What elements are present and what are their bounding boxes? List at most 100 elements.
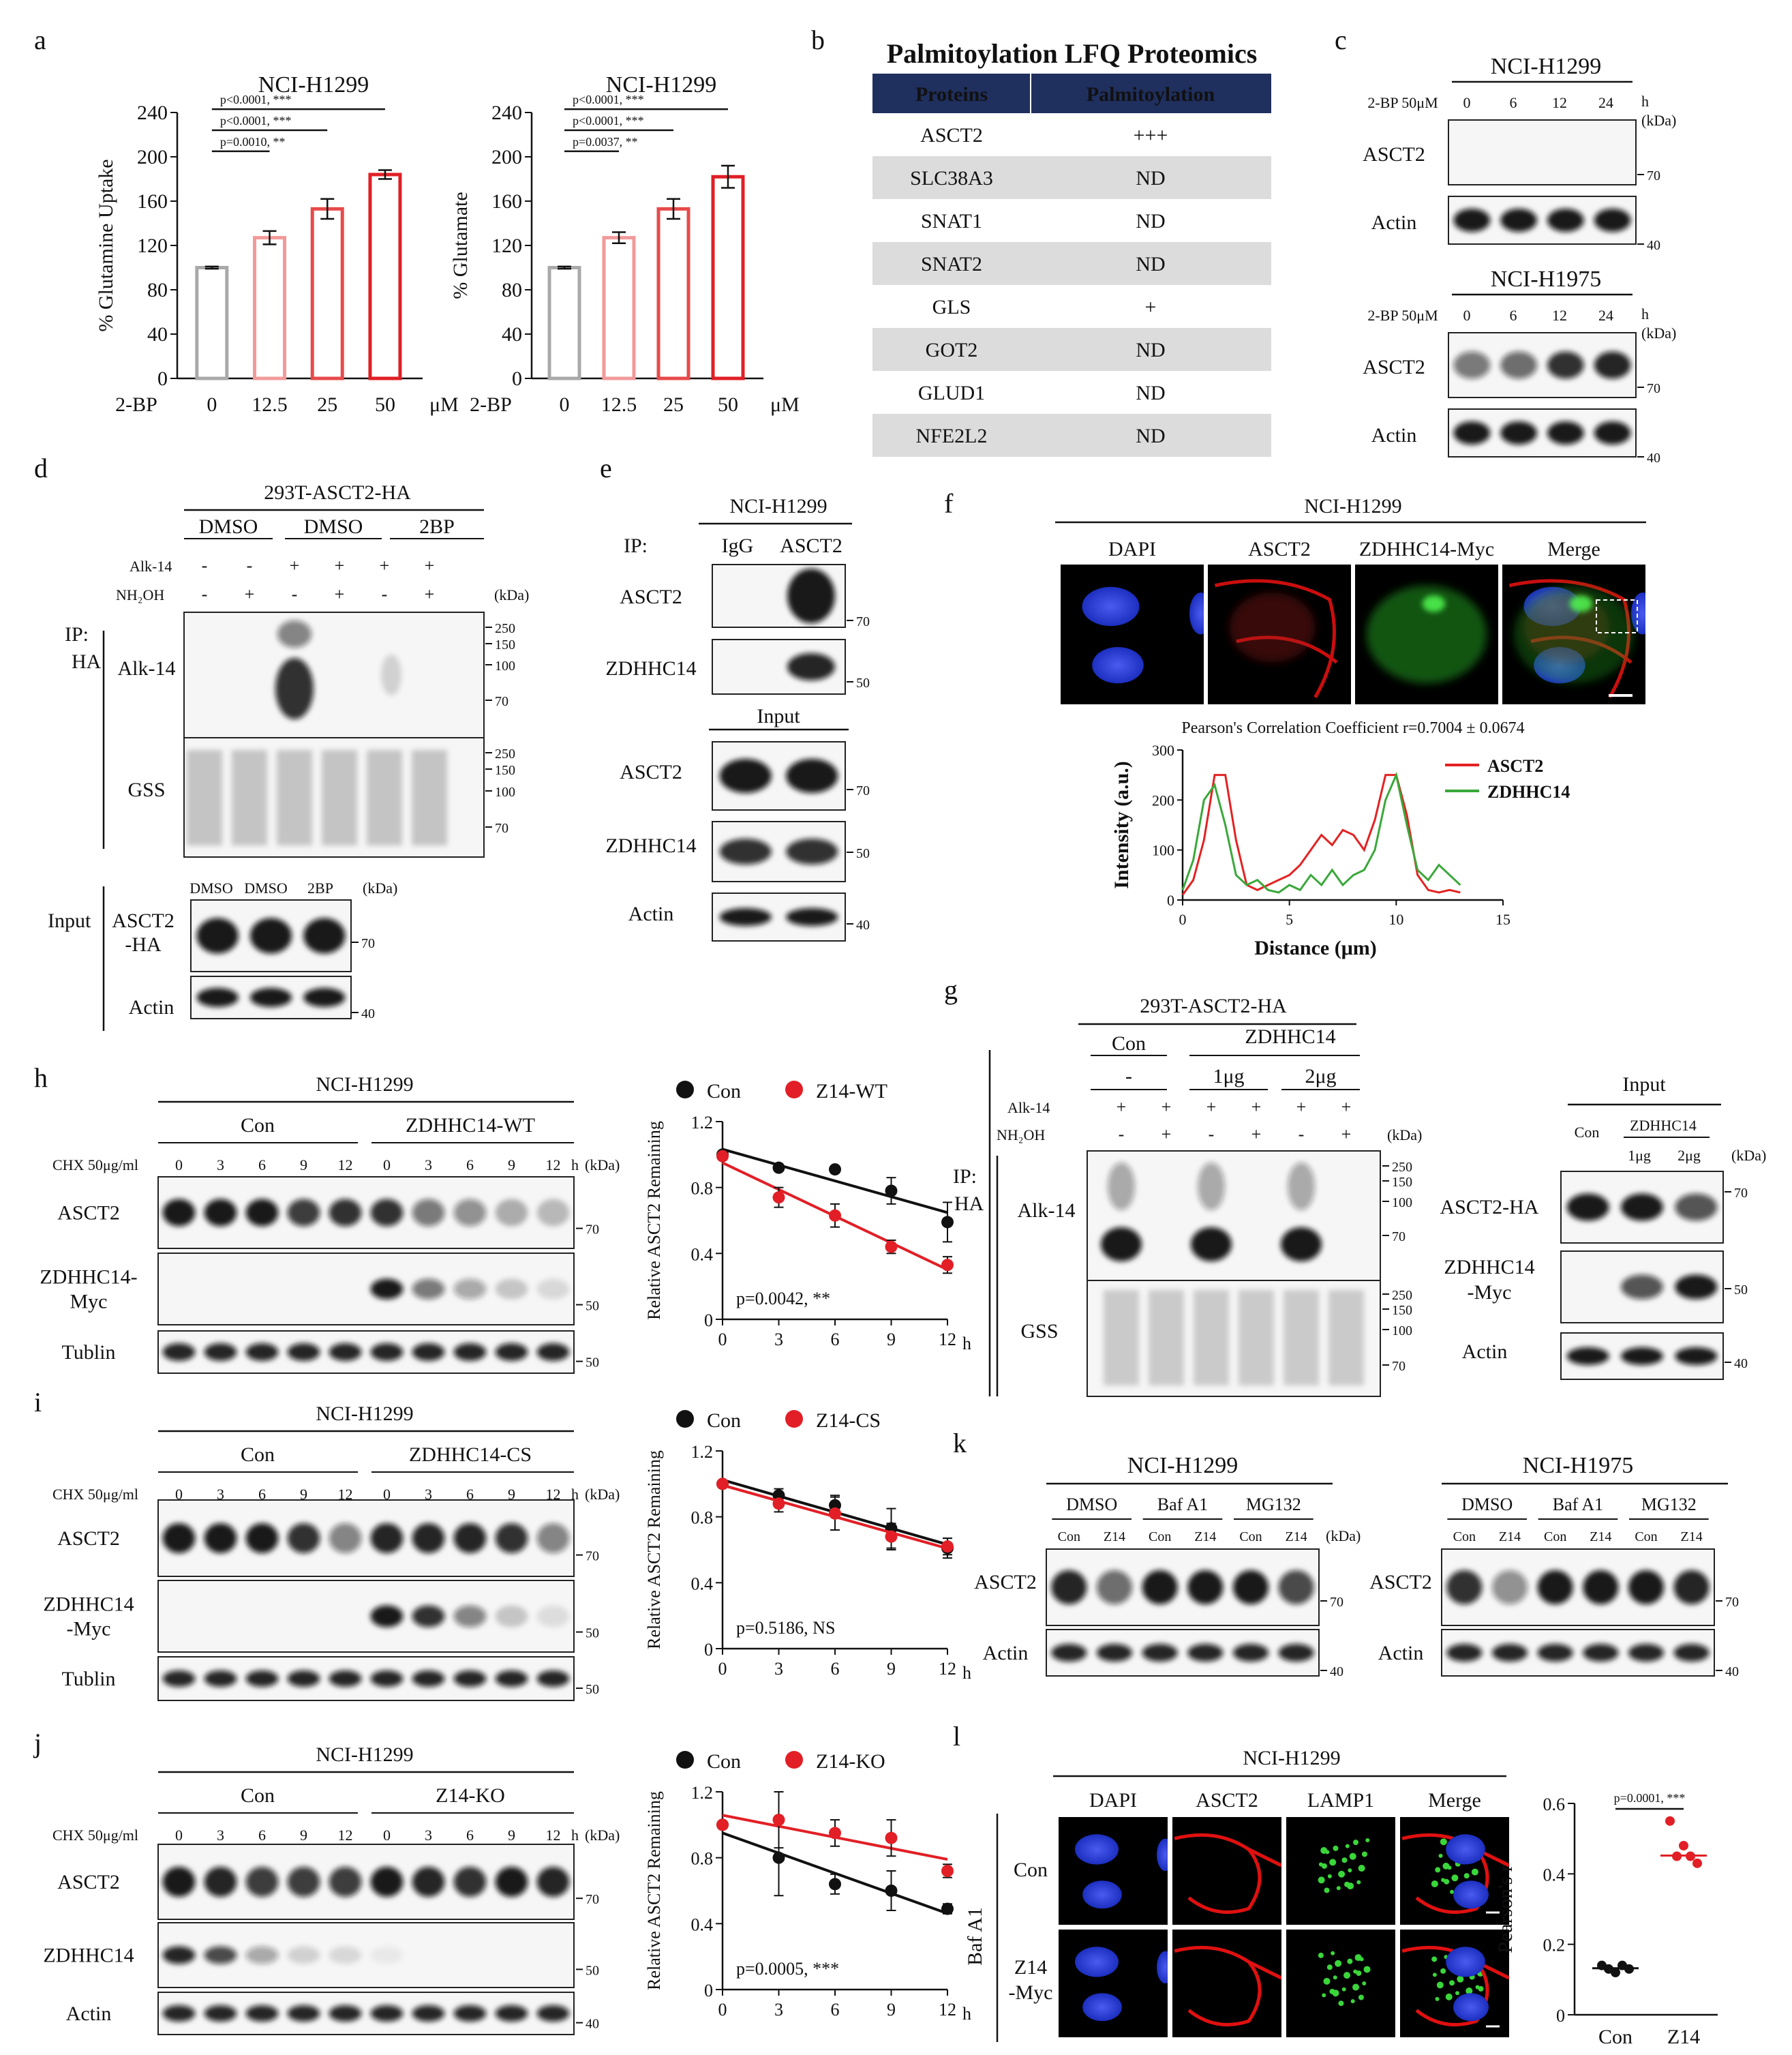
significance-label: p=0.0037, ** (573, 135, 638, 149)
unit-label: μM (429, 393, 459, 416)
blot-ip-zdhhc14 (712, 639, 846, 695)
row-label: ASCT2 (620, 586, 682, 608)
blot-input-actin (190, 976, 352, 1019)
time-label: 12 (1552, 307, 1567, 324)
marker-label: 40 (1734, 1356, 1748, 1371)
nh-sign: + (335, 584, 345, 604)
channel-label: ASCT2 (1248, 538, 1311, 560)
table-cell-value: +++ (1134, 124, 1168, 147)
lysosome-puncta (1336, 1886, 1341, 1891)
input-label: Input (48, 910, 91, 932)
treatment-label: DMSO (1461, 1495, 1513, 1514)
protein-band (453, 1523, 487, 1553)
kda-marker: 150 (1382, 1303, 1412, 1318)
time-label: 6 (466, 1827, 474, 1844)
data-point-Z14-KO (716, 1818, 729, 1831)
protein-band (249, 918, 292, 954)
protein-band (786, 759, 838, 793)
y-tick-label: 240 (137, 102, 168, 124)
row-label: ZDHHC14 (605, 657, 696, 680)
protein-band (287, 1867, 320, 1897)
y-tick-label: 0 (704, 1310, 713, 1330)
legend-label: Z14-WT (816, 1080, 887, 1102)
cell-line: NCI-H1975 (1523, 1453, 1633, 1478)
table-header (872, 74, 1271, 113)
significance-label: p<0.0001, *** (220, 114, 292, 127)
data-point-Con (1611, 1968, 1620, 1977)
protein-band (495, 1199, 528, 1227)
bar (711, 175, 745, 380)
protein-band (162, 1199, 196, 1227)
cell-line: NCI-H1975 (1491, 267, 1601, 292)
chx-label: CHX 50μg/ml (52, 1156, 138, 1173)
protein-band (245, 1523, 279, 1553)
kda-marker: 50 (576, 1626, 599, 1641)
protein-band (719, 908, 772, 926)
nucleus (1189, 592, 1204, 635)
nucleus (1092, 646, 1144, 684)
input-group-label: 2BP (307, 880, 333, 897)
protein-band (719, 759, 772, 793)
protein-band (1594, 209, 1631, 232)
protein-band (162, 1946, 196, 1964)
protein-band (536, 1867, 570, 1897)
micrograph-con-3 (1400, 1817, 1509, 1925)
y-axis-label: % Glutamine Uptake (95, 159, 117, 331)
nucleus (1082, 1993, 1122, 2022)
lysosome-puncta (1333, 1845, 1339, 1851)
protein-band (1198, 1162, 1225, 1210)
bar-chart-1: NCI-H1299 0 40 80 120 160 200 240 % Glutamine Up… (95, 72, 459, 416)
image-content (1366, 585, 1487, 684)
lane-label: Z14 (1194, 1529, 1216, 1544)
blot-input-actin (712, 892, 846, 942)
time-label: 9 (508, 1486, 515, 1503)
data-point-Z14 (1686, 1851, 1695, 1861)
lysosome-puncta (1327, 1874, 1332, 1878)
x-tick-label: Con (1598, 2026, 1632, 2048)
lane-label: Z14 (1104, 1529, 1125, 1544)
y-tick-label: 0.4 (1543, 1865, 1566, 1885)
unit-label: μM (770, 393, 800, 416)
kda-marker: 70 (576, 1222, 599, 1238)
time-label: 12 (546, 1156, 561, 1173)
image-content (1401, 1833, 1509, 1915)
protein-band (1628, 1644, 1664, 1662)
time-label: 0 (175, 1486, 183, 1503)
blot-c-2: NCI-H1975 2-BP 50μM 0 6 12 24 h (kDa) ASCT2 Actin… (1363, 267, 1676, 466)
row-label: Alk-14 (1018, 1199, 1076, 1222)
row-label: ASCT2 (57, 1202, 120, 1225)
lysosome-puncta (1341, 1857, 1348, 1863)
group-label: ZDHHC14 (1245, 1025, 1335, 1048)
protein-band (1492, 1644, 1528, 1662)
row-label: ASCT2 (620, 761, 682, 783)
protein-band (453, 1867, 487, 1897)
data-point-Z14-WT (716, 1150, 729, 1162)
bar (602, 236, 636, 380)
protein-band (495, 1343, 528, 1361)
blot-row-1 (157, 1580, 575, 1653)
x-tick-label: 0 (718, 1659, 727, 1679)
lysosome-puncta (1455, 1991, 1459, 1996)
lysosome-puncta (1431, 1880, 1438, 1887)
channel-label: Merge (1547, 538, 1600, 560)
panel-letter-c: c (1335, 25, 1347, 55)
nh-sign: + (245, 584, 255, 604)
lysosome-puncta (1345, 1844, 1350, 1848)
lysosome-puncta (1451, 1874, 1459, 1882)
treatment-label: 2-BP (470, 393, 512, 416)
row-label: ZDHHC14 (43, 1945, 134, 1967)
marker-label: 70 (1392, 1359, 1406, 1374)
table-cell-value: ND (1136, 253, 1165, 275)
lysosome-puncta (1329, 1859, 1337, 1866)
lysosome-puncta (1356, 1880, 1361, 1885)
panel-d: 293T-ASCT2-HA DMSO DMSO 2BP Alk-14 NH₂OH - - + + +… (48, 481, 529, 1031)
nh-label: NH₂OH (997, 1126, 1045, 1143)
alk-sign: + (1161, 1097, 1172, 1117)
alk-sign: + (335, 556, 345, 575)
kda-label: (kDa) (1641, 112, 1676, 129)
gss-lane (1284, 1290, 1319, 1385)
data-point-Con (941, 1216, 954, 1229)
nucleus (1075, 1947, 1119, 1977)
lysosome-puncta (1347, 1958, 1353, 1964)
y-tick-label: 0.8 (691, 1179, 714, 1199)
